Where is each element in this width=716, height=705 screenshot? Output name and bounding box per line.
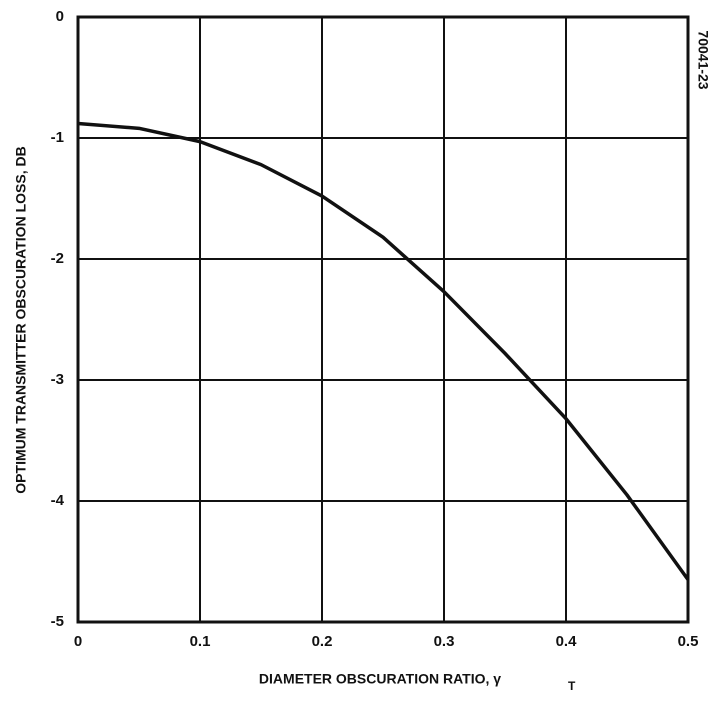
annotation: 70041-23: [695, 30, 711, 89]
y-tick-label: -2: [51, 250, 64, 267]
x-tick-label: 0.4: [556, 633, 578, 650]
plot-frame: [76, 15, 690, 624]
x-tick-label: 0.5: [678, 633, 699, 650]
y-tick-label: 0: [56, 8, 64, 25]
x-axis-label-subscript: T: [568, 679, 576, 693]
x-tick-label: 0.3: [434, 633, 455, 650]
y-axis-label: OPTIMUM TRANSMITTER OBSCURATION LOSS, DB: [13, 146, 29, 493]
y-tick-label: -1: [51, 129, 64, 146]
x-tick-label: 0: [74, 633, 82, 650]
y-tick-label: -4: [51, 492, 65, 509]
x-tick-label: 0.1: [190, 633, 211, 650]
y-tick-label: -5: [51, 613, 64, 630]
x-tick-label: 0.2: [312, 633, 333, 650]
y-tick-label: -3: [51, 371, 64, 388]
curve: [77, 121, 690, 581]
x-axis-label: DIAMETER OBSCURATION RATIO, γ: [259, 671, 501, 687]
